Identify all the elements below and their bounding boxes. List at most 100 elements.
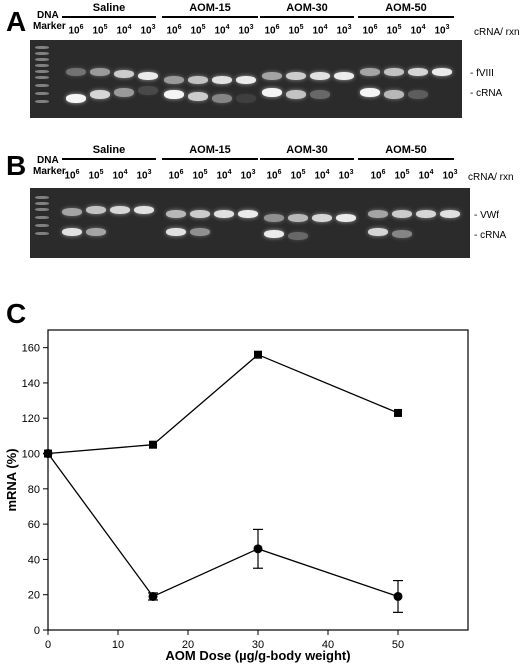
fviii-band	[262, 72, 282, 80]
series-2-point	[393, 591, 403, 601]
marker-ladder-band	[35, 46, 49, 49]
series-1-point	[149, 440, 157, 449]
lane-label-base: 10	[290, 170, 302, 182]
panel-b-lane-label: 103	[131, 169, 157, 181]
x-tick-label: 10	[112, 639, 124, 651]
vwf-band	[264, 214, 284, 222]
lane-label-base: 10	[336, 25, 348, 37]
lane-label-exponent: 5	[405, 169, 410, 176]
marker-ladder-band	[35, 208, 49, 211]
panel-b-lane-label: 104	[309, 169, 335, 181]
marker-ladder-band	[35, 70, 49, 73]
x-tick-label: 40	[322, 639, 334, 651]
chart-series	[43, 350, 403, 613]
y-tick-label: 60	[28, 519, 40, 531]
panel-b-group-label-aom50: AOM-50	[385, 144, 427, 156]
axis-ticks: 0 20 40 60 80 100 120 140 160 0 10 20 30 40 50	[22, 343, 404, 651]
lane-label-base: 10	[240, 170, 252, 182]
crna-band	[114, 88, 134, 97]
panel-a-group-label-aom30: AOM-30	[286, 2, 328, 14]
lane-label-exponent: 4	[325, 169, 330, 176]
lane-label-exponent: 3	[445, 24, 450, 31]
panel-b-marker-label-line1: DNA	[37, 155, 59, 166]
panel-a-lane-label: 105	[381, 24, 407, 36]
lane-label-base: 10	[386, 25, 398, 37]
y-tick-label: 100	[22, 449, 40, 461]
lane-label-exponent: 6	[373, 24, 378, 31]
marker-ladder-band	[35, 224, 49, 227]
panel-a-group-label-aom15: AOM-15	[189, 2, 231, 14]
panel-b-band-label-crna: - cRNA	[474, 230, 507, 241]
panel-a-lane-label: 105	[283, 24, 309, 36]
crna-band	[262, 88, 282, 97]
vwf-band	[238, 210, 258, 218]
panel-a-lane-label: 103	[135, 24, 161, 36]
vwf-band	[214, 210, 234, 218]
series-2-line	[47, 453, 399, 598]
crna-band	[164, 90, 184, 99]
panel-b-group-line	[162, 158, 258, 160]
vwf-band	[416, 210, 436, 218]
lane-label-base: 10	[166, 25, 178, 37]
vwf-band	[86, 206, 106, 214]
vwf-band	[336, 214, 356, 222]
lane-label-base: 10	[314, 170, 326, 182]
lane-label-base: 10	[68, 25, 80, 37]
lane-label-exponent: 3	[251, 169, 256, 176]
panel-c-letter: C	[6, 298, 27, 329]
marker-ladder-band	[35, 84, 49, 87]
panel-a-group-label-aom50: AOM-50	[385, 2, 427, 14]
y-tick-label: 120	[22, 413, 40, 425]
marker-ladder-band	[35, 216, 49, 219]
panel-b-lane-label: 106	[59, 169, 85, 181]
panel-b-letter: B	[6, 150, 27, 181]
panel-b-lane-label: 106	[365, 169, 391, 181]
panel-b-lane-label: 106	[261, 169, 287, 181]
lane-label-exponent: 6	[275, 24, 280, 31]
panel-b-gel-image	[30, 188, 470, 258]
panel-b-lane-label: 104	[211, 169, 237, 181]
marker-ladder-band	[35, 58, 49, 61]
panel-b-lane-label: 106	[163, 169, 189, 181]
lane-label-base: 10	[214, 25, 226, 37]
crna-band	[62, 228, 82, 236]
fviii-band	[114, 70, 134, 78]
lane-label-exponent: 5	[299, 24, 304, 31]
series-2-point	[253, 544, 263, 554]
series-1-line	[47, 353, 399, 455]
vwf-band	[134, 206, 154, 214]
marker-ladder-band	[35, 92, 49, 95]
panel-b-lane-label: 105	[187, 169, 213, 181]
fviii-band	[66, 68, 86, 76]
panel-b-lane-label: 103	[333, 169, 359, 181]
x-tick-label: 0	[45, 639, 51, 651]
lane-label-base: 10	[434, 25, 446, 37]
crna-band	[236, 94, 256, 103]
lane-label-base: 10	[216, 170, 228, 182]
panel-b-lane-label: 104	[107, 169, 133, 181]
lane-label-base: 10	[312, 25, 324, 37]
panel-a-lane-label: 106	[259, 24, 285, 36]
panel-a-group-line	[162, 16, 258, 18]
lane-label-base: 10	[88, 170, 100, 182]
lane-label-exponent: 6	[75, 169, 80, 176]
vwf-band	[368, 210, 388, 218]
panel-b-band-label-vwf: - VWf	[474, 210, 499, 221]
panel-a-gel-image	[30, 40, 462, 118]
panel-a-lane-label: 103	[429, 24, 455, 36]
panel-b-lane-label: 105	[389, 169, 415, 181]
vwf-band	[312, 214, 332, 222]
lane-label-base: 10	[410, 25, 422, 37]
fviii-band	[384, 68, 404, 76]
crna-band	[408, 90, 428, 99]
plot-frame	[47, 329, 469, 631]
crna-band	[360, 88, 380, 97]
fviii-band	[360, 68, 380, 76]
crna-band	[368, 228, 388, 236]
lane-label-base: 10	[92, 25, 104, 37]
lane-label-base: 10	[370, 170, 382, 182]
y-tick-label: 40	[28, 554, 40, 566]
crna-band	[190, 228, 210, 236]
y-tick-label: 80	[28, 484, 40, 496]
lane-label-base: 10	[362, 25, 374, 37]
